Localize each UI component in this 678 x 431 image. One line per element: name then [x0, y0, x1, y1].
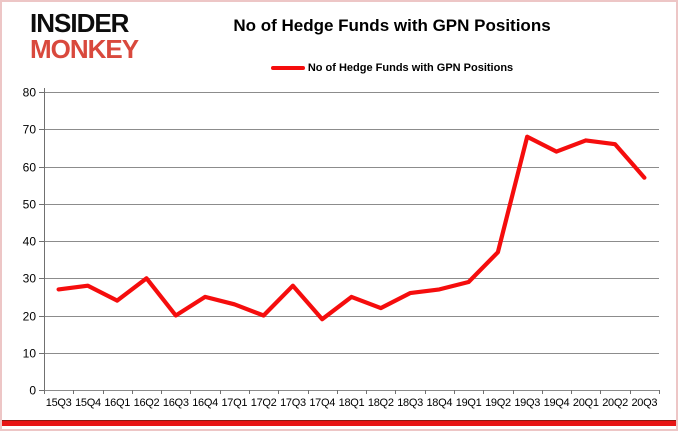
svg-text:16Q1: 16Q1	[104, 397, 130, 409]
legend: No of Hedge Funds with GPN Positions	[162, 60, 622, 76]
svg-text:18Q2: 18Q2	[368, 397, 394, 409]
svg-text:17Q1: 17Q1	[221, 397, 247, 409]
legend-label: No of Hedge Funds with GPN Positions	[307, 62, 514, 74]
svg-text:20Q3: 20Q3	[631, 397, 657, 409]
svg-text:15Q3: 15Q3	[46, 397, 72, 409]
svg-text:50: 50	[23, 198, 37, 212]
gridlines	[44, 92, 659, 391]
svg-text:20Q1: 20Q1	[573, 397, 599, 409]
x-axis	[44, 390, 660, 394]
svg-text:40: 40	[23, 235, 37, 249]
svg-text:0: 0	[29, 384, 36, 398]
series-line	[56, 134, 647, 322]
svg-text:80: 80	[23, 86, 37, 100]
svg-text:20Q2: 20Q2	[602, 397, 628, 409]
svg-text:18Q3: 18Q3	[397, 397, 423, 409]
svg-text:18Q4: 18Q4	[426, 397, 452, 409]
svg-text:17Q4: 17Q4	[309, 397, 335, 409]
svg-text:18Q1: 18Q1	[339, 397, 365, 409]
y-axis	[39, 88, 45, 391]
page-title: No of Hedge Funds with GPN Positions	[233, 16, 551, 35]
svg-text:17Q3: 17Q3	[280, 397, 306, 409]
legend-line-swatch-icon	[270, 66, 305, 70]
svg-text:16Q3: 16Q3	[163, 397, 189, 409]
svg-text:16Q2: 16Q2	[134, 397, 160, 409]
logo-line-insider: INSIDER	[30, 8, 129, 38]
x-axis-labels: 15Q3 15Q4 16Q1 16Q2 16Q3 16Q4 17Q1 17Q2 17Q3 17Q4…	[46, 397, 658, 409]
svg-text:70: 70	[23, 123, 37, 137]
svg-text:20: 20	[23, 310, 37, 324]
svg-text:19Q4: 19Q4	[544, 397, 570, 409]
svg-text:19Q1: 19Q1	[456, 397, 482, 409]
svg-text:15Q4: 15Q4	[75, 397, 101, 409]
svg-text:19Q3: 19Q3	[514, 397, 540, 409]
svg-text:60: 60	[23, 161, 37, 175]
svg-text:16Q4: 16Q4	[192, 397, 218, 409]
svg-text:10: 10	[23, 347, 37, 361]
insider-monkey-logo: INSIDER MONKEY	[30, 8, 139, 64]
bottom-accent-bar	[2, 420, 676, 426]
svg-text:17Q2: 17Q2	[251, 397, 277, 409]
svg-text:30: 30	[23, 272, 37, 286]
svg-text:19Q2: 19Q2	[485, 397, 511, 409]
logo-line-monkey: MONKEY	[30, 34, 139, 64]
y-axis-labels: 0 10 20 30 40 50 60 70 80	[23, 86, 37, 398]
